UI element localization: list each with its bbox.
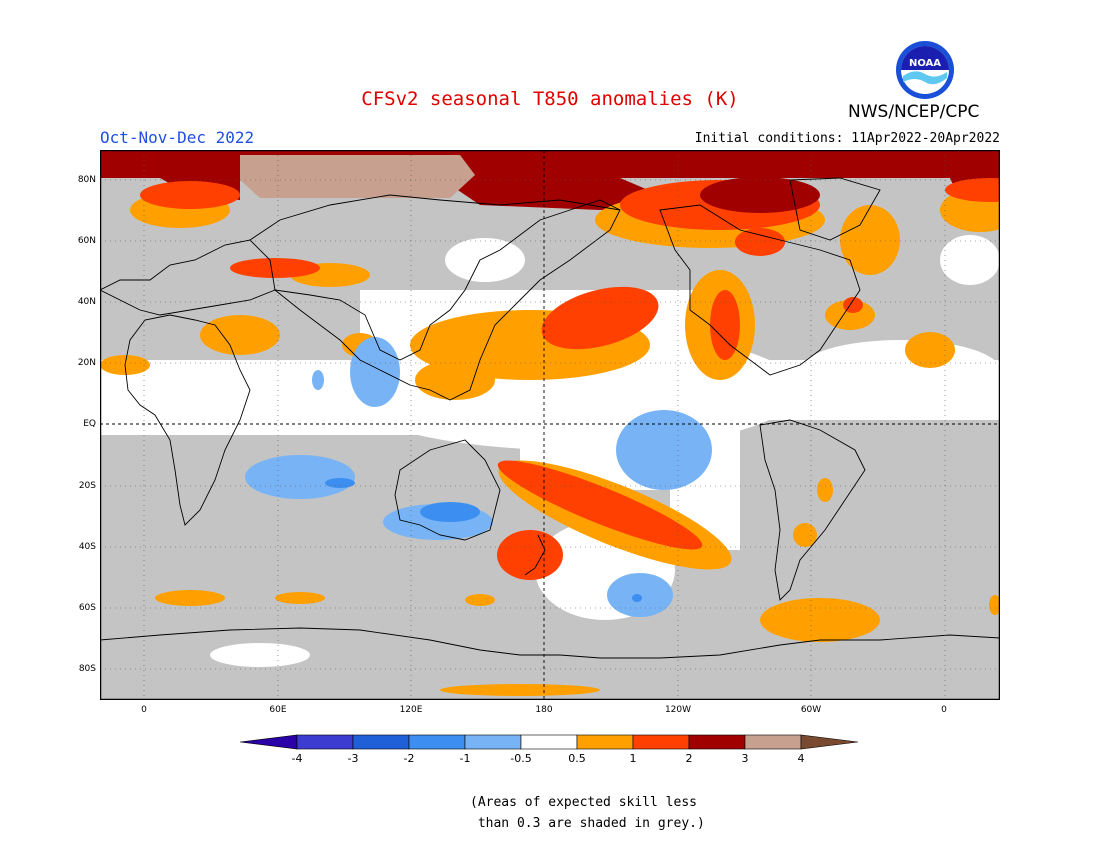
lon-label: 60E <box>269 705 287 715</box>
colorbar-label: 1 <box>629 752 637 765</box>
colorbar-box <box>632 734 690 750</box>
lon-label: 0 <box>941 705 947 715</box>
initial-conditions-label: Initial conditions: 11Apr2022-20Apr2022 <box>694 131 1000 146</box>
map-title: CFSv2 seasonal T850 anomalies (K) <box>361 88 739 110</box>
colorbar <box>240 734 859 750</box>
colorbar-label: -4 <box>291 752 303 765</box>
colorbar-label: -0.5 <box>510 752 532 765</box>
colorbar-arrow-high <box>800 734 859 750</box>
colorbar-box <box>352 734 410 750</box>
anomaly-map <box>100 150 1000 700</box>
colorbar-box <box>576 734 634 750</box>
colorbar-label: -3 <box>347 752 359 765</box>
lat-label: 20S <box>78 481 96 491</box>
lon-label: 60W <box>800 705 822 715</box>
colorbar-arrow-low <box>240 734 298 750</box>
colorbar-label: -1 <box>459 752 471 765</box>
colorbar-box <box>744 734 802 750</box>
lat-label: 40S <box>78 542 96 552</box>
map-frame <box>100 150 1000 700</box>
colorbar-box <box>296 734 354 750</box>
noaa-logo: NOAA <box>896 41 954 99</box>
cool-anomaly-blue <box>325 478 642 602</box>
colorbar-box <box>688 734 746 750</box>
skill-footnote: (Areas of expected skill less than 0.3 a… <box>470 795 705 831</box>
arctic-warm-anomaly <box>100 150 1000 178</box>
lon-label: 120W <box>664 705 692 715</box>
lat-label: 60S <box>78 603 96 613</box>
coastlines <box>100 177 1000 659</box>
map-gridlines <box>100 150 1000 700</box>
colorbar-box <box>408 734 466 750</box>
extreme-warm-tan <box>240 155 475 198</box>
colorbar-label: 3 <box>741 752 749 765</box>
lat-label: 60N <box>77 236 96 246</box>
colorbar-label: -2 <box>403 752 415 765</box>
colorbar-label: 0.5 <box>568 752 586 765</box>
lat-label: EQ <box>83 419 96 429</box>
lat-label: 80N <box>77 175 96 185</box>
agency-label: NWS/NCEP/CPC <box>848 102 980 122</box>
season-label: Oct-Nov-Dec 2022 <box>100 128 255 147</box>
lat-label: 20N <box>77 358 96 368</box>
colorbar-box <box>520 734 578 750</box>
colorbar-label: 4 <box>797 752 805 765</box>
lon-label: 180 <box>535 705 553 715</box>
logo-text: NOAA <box>909 58 941 69</box>
lon-label: 120E <box>399 705 423 715</box>
lat-label: 80S <box>78 664 96 674</box>
greenland-anomaly <box>700 177 820 213</box>
lon-label: 0 <box>141 705 147 715</box>
map-equator-dateline <box>100 150 1000 700</box>
lat-label: 40N <box>77 297 96 307</box>
colorbar-box <box>464 734 522 750</box>
colorbar-label: 2 <box>685 752 693 765</box>
